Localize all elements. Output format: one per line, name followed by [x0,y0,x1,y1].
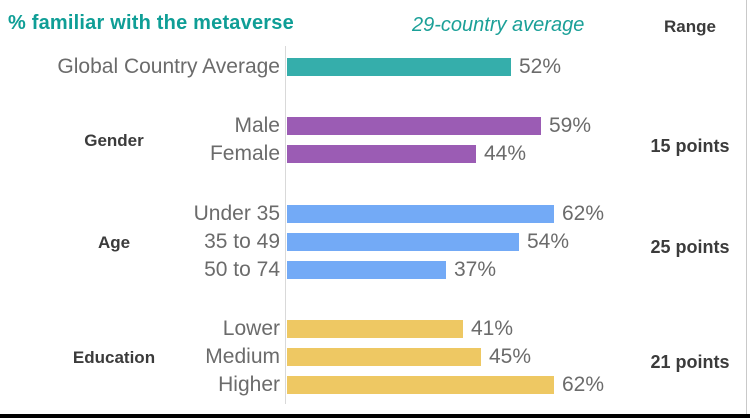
bar-50-to-74 [287,261,446,279]
bar-row-global: Global Country Average 52% [0,55,750,78]
group-label-age: Age [97,233,131,252]
row-label: Under 35 [193,202,280,225]
value-label: 44% [484,142,527,165]
axis-baseline [285,46,286,404]
window-edge-line [746,0,747,414]
bar-row-higher: Higher 62% [0,373,750,396]
chart-subtitle: 29-country average [412,14,585,36]
bar-global-average [287,58,511,76]
value-label: 37% [454,258,497,281]
bar-female [287,145,476,163]
value-label: 52% [519,55,562,78]
bar-higher-education [287,376,554,394]
row-label: 35 to 49 [204,230,280,253]
value-label: 59% [549,114,592,137]
row-label: 50 to 74 [204,258,280,281]
row-label: Male [234,114,280,137]
bar-row-medium: Medium 45% [0,345,750,368]
value-label: 54% [527,230,570,253]
range-value-gender: 15 points [650,136,730,156]
value-label: 62% [562,202,605,225]
bar-male [287,117,541,135]
bar-row-male: Male 59% [0,114,750,137]
row-label: Higher [218,373,280,396]
range-value-age: 25 points [650,237,730,257]
bar-row-lower: Lower 41% [0,317,750,340]
row-label: Lower [222,317,280,340]
bar-row-35-to-49: 35 to 49 54% [0,230,750,253]
value-label: 62% [562,373,605,396]
bar-row-50-to-74: 50 to 74 37% [0,258,750,281]
bar-35-to-49 [287,233,519,251]
row-label: Female [209,142,280,165]
group-label-education: Education [72,348,156,367]
group-label-gender: Gender [84,131,144,150]
chart-title: % familiar with the metaverse [8,12,294,34]
range-value-education: 21 points [650,352,730,372]
bar-row-under-35: Under 35 62% [0,202,750,225]
row-label: Medium [205,345,280,368]
bar-lower-education [287,320,463,338]
bar-under-35 [287,205,554,223]
bar-medium-education [287,348,481,366]
bar-row-female: Female 44% [0,142,750,165]
value-label: 41% [471,317,514,340]
value-label: 45% [489,345,532,368]
row-label: Global Country Average [57,55,280,78]
range-column-header: Range [664,17,716,36]
